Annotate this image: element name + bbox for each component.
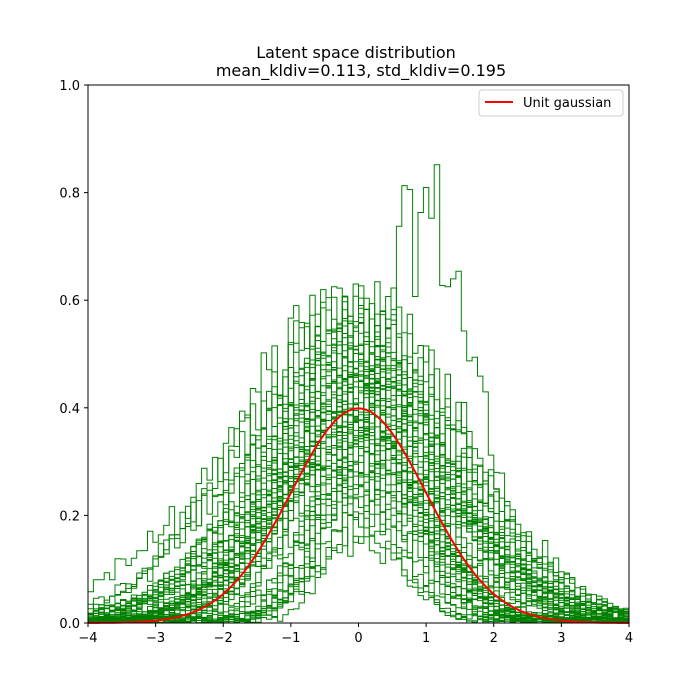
latent-histogram — [87, 371, 630, 624]
y-tick-label: 0.4 — [59, 402, 80, 417]
unit-gaussian-point — [560, 619, 563, 622]
unit-gaussian-point — [357, 407, 360, 410]
unit-gaussian-point — [222, 593, 225, 595]
y-tick-label: 0.2 — [59, 509, 80, 524]
latent-histogram — [87, 370, 630, 623]
x-tick-label: −1 — [281, 631, 300, 646]
legend-box — [478, 89, 624, 117]
unit-gaussian-point — [493, 593, 495, 595]
unit-gaussian-point — [188, 612, 191, 615]
x-tick-label: −2 — [214, 631, 233, 646]
unit-gaussian-point — [459, 552, 461, 555]
unit-gaussian-point — [290, 492, 292, 494]
latent-histogram — [87, 283, 630, 623]
unit-gaussian-point — [323, 432, 326, 435]
y-tick-label: 0.8 — [59, 187, 80, 202]
x-tick-label: 1 — [422, 631, 430, 646]
chart-title: Latent space distribution — [256, 43, 456, 62]
latent-histogram — [87, 474, 629, 624]
latent-histogram — [87, 436, 630, 623]
latent-histogram — [87, 399, 630, 623]
x-tick-label: −4 — [78, 631, 97, 646]
unit-gaussian-point — [526, 612, 529, 615]
unit-gaussian-point — [154, 619, 157, 622]
x-tick-label: −3 — [146, 631, 165, 646]
legend: Unit gaussian — [478, 89, 624, 117]
chart-subtitle: mean_kldiv=0.113, std_kldiv=0.195 — [216, 61, 506, 81]
x-tick-label: 2 — [490, 631, 498, 646]
y-tick-label: 1.0 — [59, 79, 80, 94]
x-tick-label: 0 — [354, 631, 362, 646]
plot-area — [87, 84, 630, 624]
y-tick-label: 0.6 — [59, 294, 80, 309]
unit-gaussian-point — [256, 552, 258, 555]
x-tick-label: 4 — [625, 631, 633, 646]
unit-gaussian-point — [391, 432, 394, 435]
x-tick-label: 3 — [557, 631, 565, 646]
unit-gaussian-point — [425, 492, 427, 494]
y-tick-label: 0.0 — [59, 617, 80, 632]
x-axis: −4 −3 −2 −1 0 1 2 3 4 — [78, 623, 633, 646]
y-axis: 0.0 0.2 0.4 0.6 0.8 1.0 — [59, 79, 88, 632]
legend-label-unit-gaussian: Unit gaussian — [523, 96, 611, 111]
